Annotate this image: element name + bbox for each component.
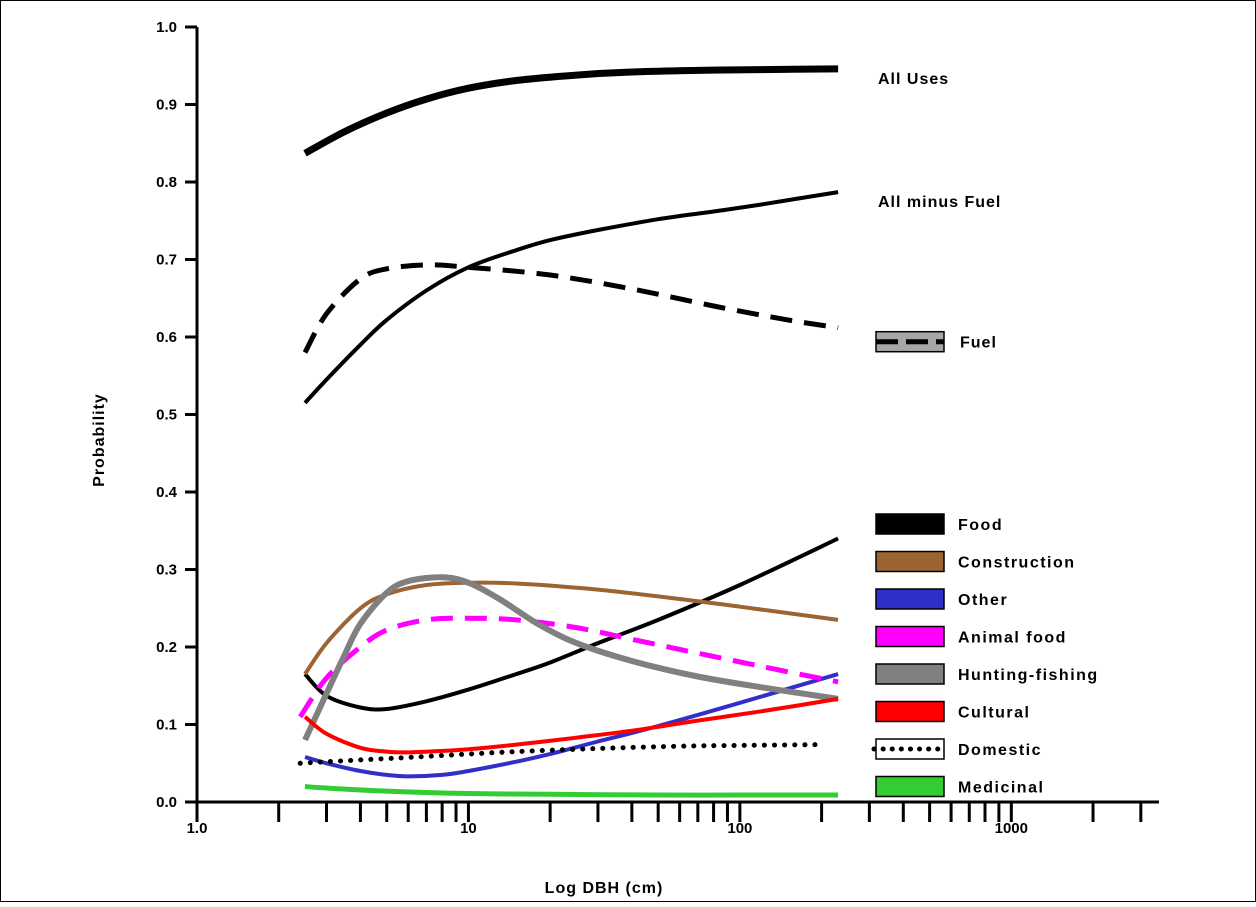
y-tick-label: 0.6 (156, 329, 177, 346)
series-line-animal-food (298, 615, 839, 719)
series-line-fuel (302, 262, 839, 354)
y-tick-label: 0.9 (156, 97, 177, 114)
legend-label: Cultural (958, 705, 1030, 722)
legend-item-other: Other (875, 588, 1008, 610)
legend-item-construction: Construction (875, 550, 1076, 573)
y-tick-label: 0.4 (156, 484, 178, 501)
legend-swatch (875, 700, 945, 723)
legend-label: Construction (958, 555, 1076, 572)
y-tick-label: 0.2 (156, 639, 177, 656)
legend-swatch (875, 513, 945, 535)
legend-swatch (875, 775, 945, 798)
legend-label: Food (958, 517, 1003, 534)
legend-label: Medicinal (958, 780, 1044, 797)
legend-label: Domestic (958, 742, 1042, 759)
curve-label-all-uses: All Uses (878, 71, 949, 88)
legend-item-medicinal: Medicinal (875, 775, 1044, 798)
legend-item-animal-food: Animal food (875, 625, 1067, 648)
legend-item-cultural: Cultural (875, 700, 1030, 723)
x-tick-label: 10 (460, 820, 477, 837)
y-tick-label: 0.3 (156, 562, 177, 579)
legend-swatch (875, 625, 945, 648)
series-line-all-minus-fuel (303, 190, 839, 405)
y-tick-label: 1.0 (156, 19, 177, 36)
series-line-medicinal (304, 784, 839, 798)
series-line-hunting-fishing (302, 574, 839, 742)
y-axis-title: Probability (91, 393, 108, 487)
series-line-domestic (297, 742, 825, 766)
series-line-other (304, 672, 839, 779)
legend: Food Construction Other Animal food Hunting-… (871, 513, 1099, 798)
curve-label-all-minus-fuel: All minus Fuel (878, 194, 1001, 211)
legend-swatch (875, 588, 945, 610)
y-tick-label: 0.7 (156, 252, 177, 269)
y-tick-label: 0.5 (156, 407, 177, 424)
series-line-construction (303, 580, 839, 676)
legend-item-food: Food (875, 513, 1003, 535)
x-tick-label: 1.0 (187, 820, 208, 837)
series-line-food (303, 536, 839, 712)
y-tick-label: 0.1 (156, 717, 177, 734)
series-lines (297, 65, 839, 798)
legend-label: Other (958, 592, 1008, 609)
legend-item-hunting-fishing: Hunting-fishing (875, 663, 1099, 685)
series-line-cultural (303, 696, 839, 755)
legend-label: Hunting-fishing (958, 667, 1099, 684)
y-tick-label: 0.0 (156, 794, 177, 811)
legend-swatch (875, 550, 945, 573)
curve-label-fuel: Fuel (960, 335, 997, 352)
x-tick-label: 1000 (995, 820, 1028, 837)
x-tick-label: 100 (727, 820, 752, 837)
legend-label: Animal food (958, 630, 1067, 647)
y-tick-label: 0.8 (156, 174, 177, 191)
legend-item-domestic: Domestic (871, 738, 1042, 760)
x-axis-title: Log DBH (cm) (545, 880, 664, 897)
axes: 0.0 0.1 0.2 0.3 0.4 0.5 0.6 0.7 0.8 0.9 1.0 1.0 10 10… (156, 19, 1159, 837)
series-line-all-uses (303, 65, 839, 157)
legend-swatch (875, 663, 945, 685)
curve-labels: All Uses All minus Fuel Fuel (875, 71, 1001, 353)
